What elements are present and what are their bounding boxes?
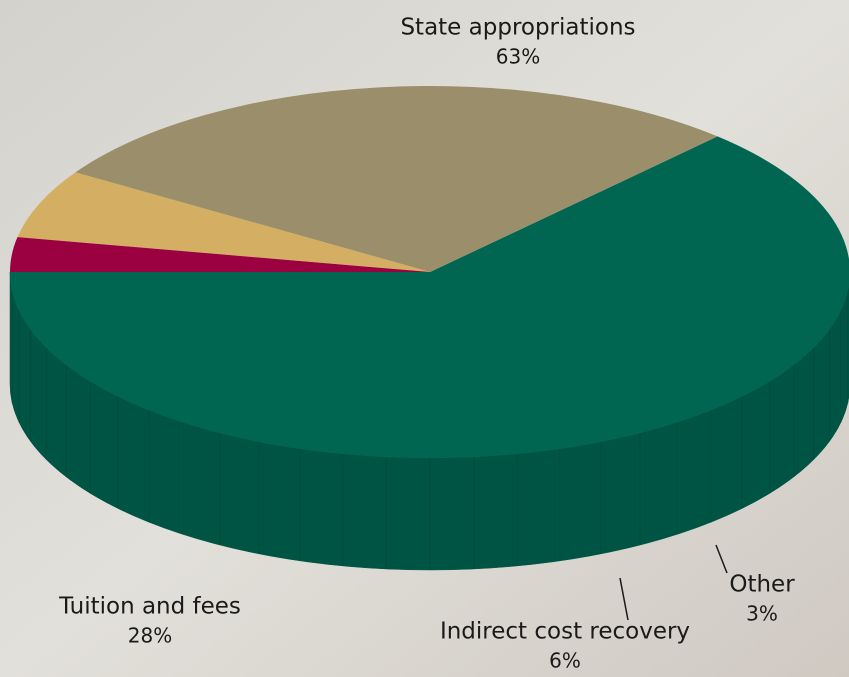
slice bbox=[75, 86, 718, 273]
leader-line bbox=[715, 544, 728, 574]
leader-line bbox=[619, 577, 629, 621]
category-label: Tuition and fees bbox=[58, 594, 241, 620]
slice bbox=[10, 136, 849, 458]
pie-sides bbox=[9, 271, 849, 571]
slice bbox=[10, 237, 430, 272]
category-label: Other bbox=[729, 572, 795, 598]
value-label: 63% bbox=[496, 45, 540, 69]
category-label: State appropriations bbox=[400, 15, 635, 41]
slice bbox=[17, 172, 430, 272]
pie-tops bbox=[10, 86, 849, 458]
category-label: Indirect cost recovery bbox=[440, 619, 690, 645]
value-label: 28% bbox=[128, 624, 172, 648]
labels: State appropriations 63% Tuition and fees 2… bbox=[58, 15, 795, 673]
value-label: 3% bbox=[746, 602, 778, 626]
value-label: 6% bbox=[549, 649, 581, 673]
